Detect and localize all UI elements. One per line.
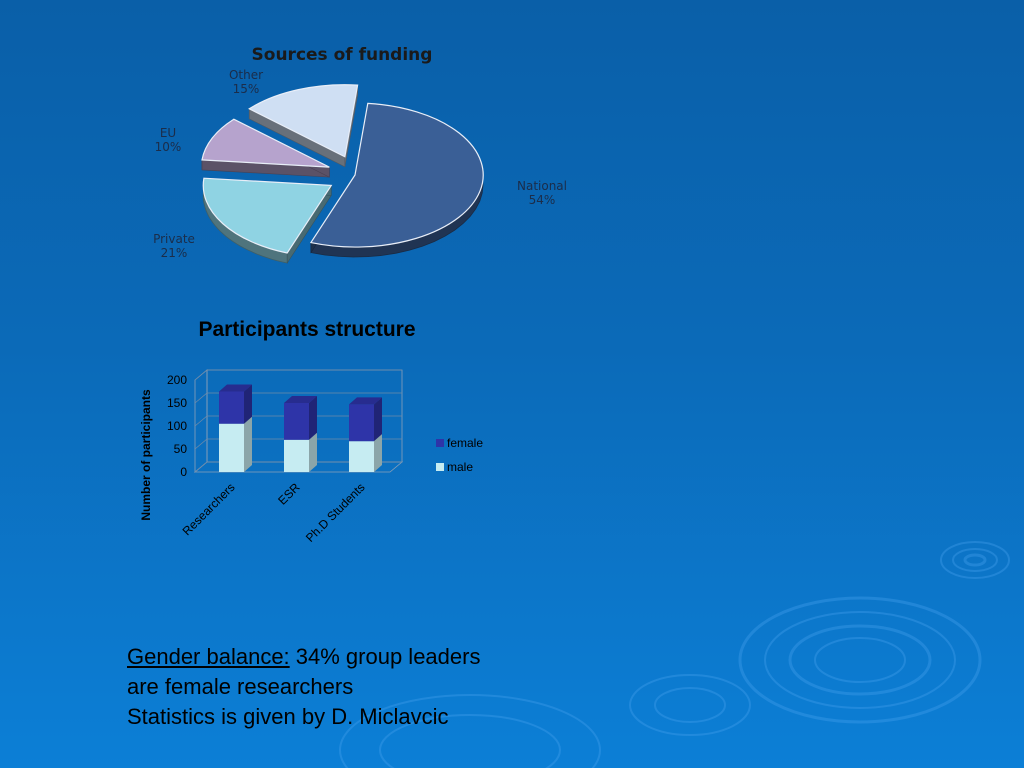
bar-title: Participants structure xyxy=(198,318,415,341)
pie-slice-eu xyxy=(201,118,330,168)
pie-title: Sources of funding xyxy=(252,45,433,65)
legend-swatch-female xyxy=(436,439,444,447)
gridline xyxy=(194,438,402,450)
pie-label-eu: EU xyxy=(160,126,176,140)
gender-balance-text: 34% group leaders xyxy=(289,644,481,669)
legend-label-male: male xyxy=(447,460,473,474)
y-tick-label: 200 xyxy=(167,373,187,387)
pie-percent-national: 54% xyxy=(529,193,556,207)
bar-side-female xyxy=(309,396,317,440)
y-tick-label: 50 xyxy=(174,442,188,456)
bar-female-ph-d-students xyxy=(349,404,374,442)
bar-male-ph-d-students xyxy=(349,441,374,472)
bar-side-female xyxy=(374,397,382,442)
bar-side-male xyxy=(244,416,252,472)
participants-bar-chart: Participants structure Number of partici… xyxy=(139,318,483,545)
legend-label-female: female xyxy=(447,436,483,450)
gridline xyxy=(194,415,402,427)
y-tick-label: 150 xyxy=(167,396,187,410)
statistics-source: Statistics is given by D. Miclavcic xyxy=(127,704,449,729)
y-axis-label: Number of participants xyxy=(139,389,153,521)
bar-female-esr xyxy=(284,403,309,440)
bar-side-male xyxy=(374,434,382,472)
gridline xyxy=(194,461,402,473)
pie-slice-other xyxy=(248,84,359,158)
bar-side-female xyxy=(244,384,252,424)
bar-top-female xyxy=(219,384,252,392)
x-tick-label: Ph.D Students xyxy=(303,480,368,545)
legend-swatch-male xyxy=(436,463,444,471)
pie-label-national: National xyxy=(517,179,567,193)
gridline xyxy=(194,392,402,404)
gender-balance-line2: are female researchers xyxy=(127,674,354,699)
pie-percent-private: 21% xyxy=(161,246,188,260)
gridline xyxy=(194,369,402,381)
bar-top-female xyxy=(349,397,382,405)
pie-percent-other: 15% xyxy=(233,82,260,96)
pie-slice-national xyxy=(309,102,484,248)
pie-label-other: Other xyxy=(229,68,263,82)
x-tick-label: ESR xyxy=(275,480,303,508)
gender-balance-note: Gender balance: 34% group leaders are fe… xyxy=(127,642,587,732)
y-tick-label: 0 xyxy=(180,465,187,479)
pie-slice-private xyxy=(202,177,333,254)
bar-side-male xyxy=(309,432,317,472)
x-tick-label: Researchers xyxy=(180,480,238,538)
bar-male-researchers xyxy=(219,423,244,472)
y-tick-label: 100 xyxy=(167,419,187,433)
gender-balance-label: Gender balance: xyxy=(127,644,290,669)
bar-female-researchers xyxy=(219,391,244,424)
pie-label-private: Private xyxy=(153,232,195,246)
bar-male-esr xyxy=(284,439,309,472)
bar-top-female xyxy=(284,396,317,403)
pie-percent-eu: 10% xyxy=(155,140,182,154)
